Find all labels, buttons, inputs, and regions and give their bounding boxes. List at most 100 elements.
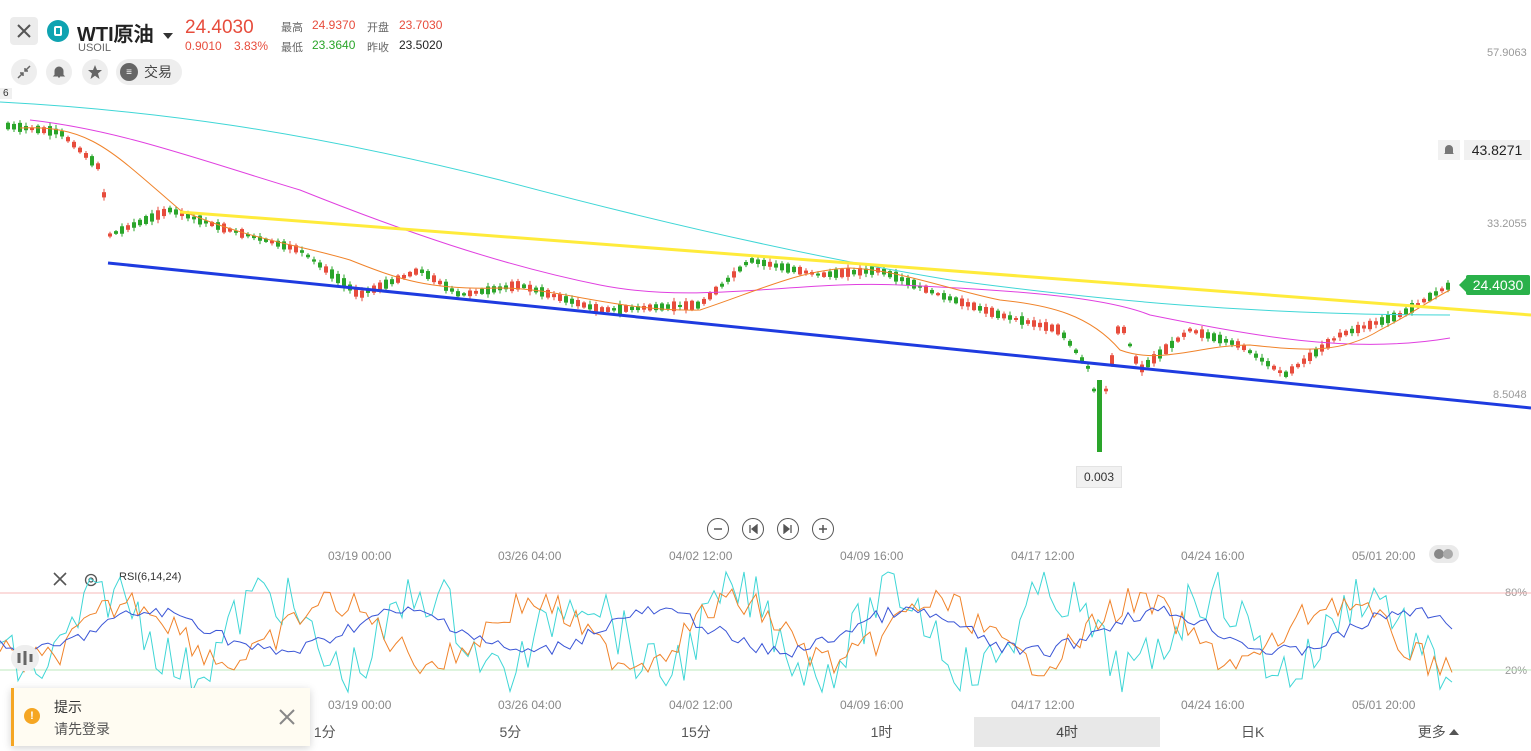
close-icon bbox=[53, 572, 67, 586]
candle-body bbox=[1062, 332, 1066, 339]
candle-body bbox=[840, 269, 844, 278]
candle-body bbox=[582, 302, 586, 308]
tab-1hour[interactable]: 1时 bbox=[789, 717, 975, 747]
candle-body bbox=[60, 131, 64, 137]
candle-body bbox=[162, 208, 166, 217]
candle-body bbox=[228, 228, 232, 232]
candle-body bbox=[138, 219, 142, 226]
candle-body bbox=[456, 291, 460, 297]
candle-body bbox=[660, 303, 664, 311]
zoom-out-button[interactable] bbox=[707, 518, 729, 540]
candle-body bbox=[1368, 320, 1372, 330]
symbol-selector[interactable]: WTI原油 bbox=[77, 18, 174, 47]
list-icon: ≡ bbox=[120, 63, 138, 81]
candle-body bbox=[648, 304, 652, 311]
layout-toggle[interactable] bbox=[1429, 545, 1459, 563]
candle-body bbox=[1182, 332, 1186, 337]
candle-body bbox=[234, 230, 238, 233]
candle-body bbox=[222, 223, 226, 233]
candle-body bbox=[918, 285, 922, 288]
toast-close-button[interactable] bbox=[278, 708, 296, 726]
period-low-label: 0.003 bbox=[1076, 466, 1122, 488]
candle-body bbox=[504, 285, 508, 290]
candle-body bbox=[480, 288, 484, 294]
candle-body bbox=[1302, 358, 1306, 364]
candle-body bbox=[462, 293, 466, 296]
rsi-close-button[interactable] bbox=[53, 572, 67, 591]
jump-end-button[interactable] bbox=[777, 518, 799, 540]
candle-body bbox=[1116, 326, 1120, 334]
candle-body bbox=[150, 213, 154, 222]
candle-body bbox=[768, 261, 772, 267]
jump-start-button[interactable] bbox=[742, 518, 764, 540]
candle-body bbox=[252, 235, 256, 239]
collapse-button[interactable] bbox=[11, 59, 37, 85]
candle-body bbox=[366, 290, 370, 293]
spike-candle bbox=[1097, 380, 1102, 452]
candle-body bbox=[1176, 337, 1180, 342]
candle-body bbox=[360, 290, 364, 298]
skip-back-icon bbox=[749, 524, 758, 534]
indicator-button[interactable] bbox=[11, 645, 39, 671]
candle-body bbox=[450, 288, 454, 292]
candle-icon bbox=[17, 651, 33, 665]
candle-body bbox=[930, 289, 934, 294]
alert-button[interactable] bbox=[46, 59, 72, 85]
open-label: 开盘 bbox=[367, 22, 389, 34]
candle-body bbox=[1266, 361, 1270, 367]
alert-marker[interactable] bbox=[1438, 140, 1460, 160]
tab-label: 5分 bbox=[499, 724, 522, 740]
candle-body bbox=[756, 259, 760, 264]
candlestick-chart[interactable] bbox=[0, 90, 1531, 510]
star-icon bbox=[88, 65, 102, 79]
rsi-level-label: 20% bbox=[1505, 665, 1528, 677]
candle-body bbox=[1080, 357, 1084, 362]
zoom-in-button[interactable] bbox=[812, 518, 834, 540]
rsi-time-label: 04/17 12:00 bbox=[1011, 698, 1075, 712]
candle-body bbox=[1428, 292, 1432, 302]
tab-daily[interactable]: 日K bbox=[1160, 717, 1346, 747]
skip-forward-icon bbox=[783, 524, 792, 534]
candle-body bbox=[510, 281, 514, 292]
candle-body bbox=[594, 304, 598, 314]
candle-body bbox=[1218, 334, 1222, 344]
last-price: 24.4030 bbox=[185, 17, 254, 38]
tab-4hour[interactable]: 4时 bbox=[974, 717, 1160, 747]
candle-body bbox=[564, 296, 568, 303]
tab-more[interactable]: 更多 bbox=[1345, 717, 1531, 747]
high-value: 24.9370 bbox=[312, 18, 356, 32]
candle-body bbox=[1110, 355, 1114, 365]
candle-body bbox=[780, 263, 784, 271]
candle-body bbox=[336, 273, 340, 284]
candle-body bbox=[1272, 365, 1276, 370]
price-change: 0.9010 bbox=[185, 39, 222, 53]
trade-button[interactable]: ≡ 交易 bbox=[116, 59, 182, 85]
rsi-time-label: 04/24 16:00 bbox=[1181, 698, 1245, 712]
login-toast: ! 提示 请先登录 bbox=[11, 688, 310, 746]
favorite-button[interactable] bbox=[82, 59, 108, 85]
left-edge-price-label: 6 bbox=[0, 88, 12, 99]
candle-body bbox=[936, 293, 940, 296]
candle-body bbox=[390, 279, 394, 285]
candle-body bbox=[804, 270, 808, 274]
tab-5min[interactable]: 5分 bbox=[418, 717, 604, 747]
candle-body bbox=[1068, 340, 1072, 346]
candle-body bbox=[216, 222, 220, 230]
candle-body bbox=[786, 263, 790, 273]
close-icon bbox=[17, 24, 31, 38]
candle-body bbox=[618, 304, 622, 314]
close-button[interactable] bbox=[10, 17, 38, 45]
tab-1min[interactable]: 1分 bbox=[232, 717, 418, 747]
candle-body bbox=[630, 306, 634, 311]
candle-body bbox=[210, 221, 214, 227]
candle-body bbox=[1194, 330, 1198, 334]
candle-body bbox=[900, 277, 904, 282]
candle-body bbox=[18, 122, 22, 132]
tab-15min[interactable]: 15分 bbox=[603, 717, 789, 747]
candle-body bbox=[1344, 330, 1348, 336]
candle-body bbox=[438, 280, 442, 285]
candle-body bbox=[1212, 333, 1216, 342]
candle-body bbox=[90, 156, 94, 166]
candle-body bbox=[492, 286, 496, 293]
rsi-chart[interactable] bbox=[0, 570, 1531, 695]
